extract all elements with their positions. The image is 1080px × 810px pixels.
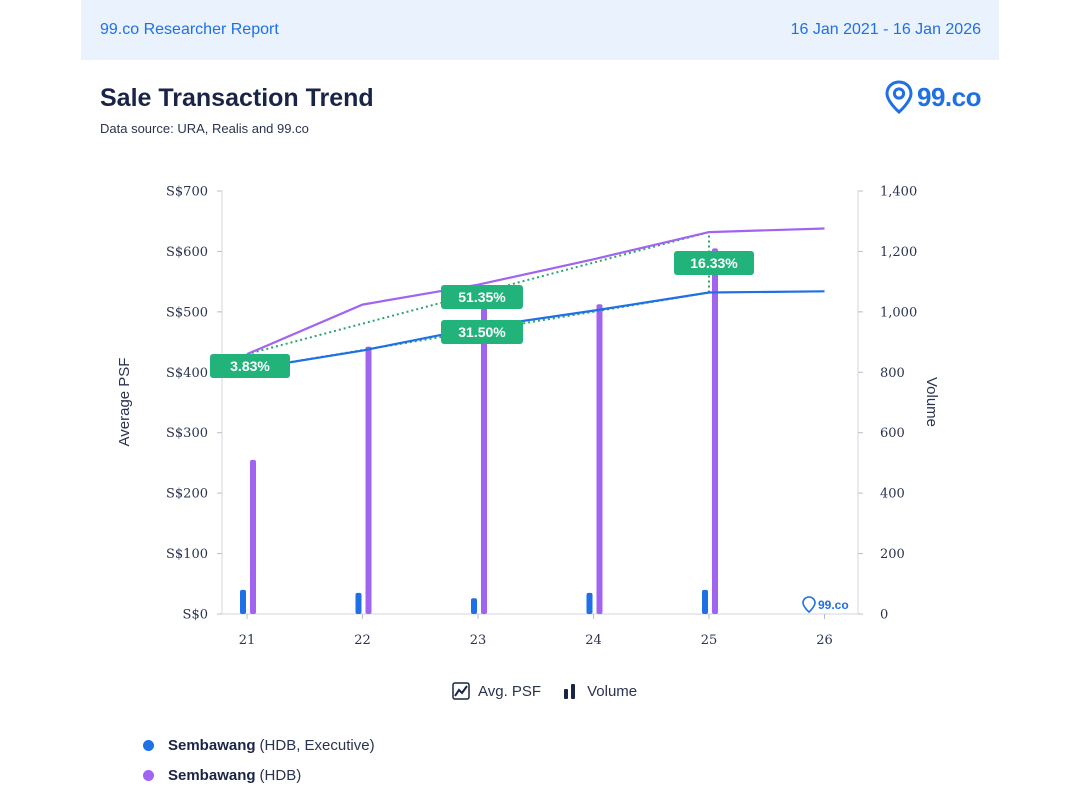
change-badge [441, 285, 523, 309]
bar-hdb [250, 459, 256, 614]
y-tick-label: S$200 [166, 487, 208, 502]
y2-tick-label: 1,000 [880, 305, 917, 320]
bar-hdb [365, 346, 372, 614]
y2-tick-label: 1,400 [880, 185, 917, 200]
bar-executive [240, 589, 246, 614]
y-tick-label: S$600 [166, 245, 208, 260]
y2-tick-label: 400 [880, 487, 905, 502]
change-badge-label: 51.35% [458, 289, 506, 305]
x-tick-label: 24 [585, 633, 602, 648]
y-tick-label: S$700 [166, 185, 208, 200]
y-tick-label: S$500 [166, 305, 208, 320]
watermark-text: 99.co [818, 598, 849, 612]
brand-logo: 99.co [885, 80, 982, 114]
legend-item-avg-psf[interactable]: Avg. PSF [452, 682, 541, 700]
bar-executive [471, 598, 477, 614]
y-tick-label: S$100 [166, 547, 208, 562]
psf-line-executive [246, 290, 825, 371]
series-name: Sembawang [168, 736, 256, 754]
series-item-executive[interactable]: Sembawang (HDB, Executive) [143, 730, 375, 760]
change-badge [674, 251, 754, 275]
change-badge [441, 320, 523, 344]
change-badge-label: 16.33% [690, 255, 738, 271]
y-tick-label: S$300 [166, 426, 208, 441]
legend-item-volume[interactable]: Volume [561, 682, 637, 700]
y2-tick-label: 800 [880, 366, 905, 381]
bar-hdb [481, 307, 487, 614]
report-date-range: 16 Jan 2021 - 16 Jan 2026 [790, 21, 981, 38]
y2-tick-label: 600 [880, 426, 905, 441]
chart-watermark: 99.co [802, 596, 849, 614]
y-tick-label: S$400 [166, 366, 208, 381]
change-badge [210, 354, 290, 378]
series-dot-hdb [143, 769, 154, 781]
y2-tick-label: 200 [880, 547, 905, 562]
x-tick-label: 26 [816, 633, 833, 648]
page-title: Sale Transaction Trend [100, 84, 374, 112]
bar-executive [702, 589, 708, 614]
report-header: 99.co Researcher Report 16 Jan 2021 - 16… [81, 0, 999, 60]
x-tick-label: 23 [470, 633, 487, 648]
y2-tick-label: 0 [880, 608, 888, 623]
series-list: Sembawang (HDB, Executive) Sembawang (HD… [143, 730, 375, 790]
y2-tick-label: 1,200 [880, 245, 917, 260]
series-name: Sembawang [168, 766, 256, 784]
x-tick-label: 25 [701, 633, 718, 648]
x-tick-label: 22 [354, 633, 371, 648]
legend-label-avg-psf: Avg. PSF [478, 682, 542, 700]
bar-executive [355, 592, 362, 614]
psf-line-hdb [246, 227, 825, 356]
location-pin-icon [885, 80, 913, 114]
legend-label-volume: Volume [587, 682, 638, 700]
data-source-text: Data source: URA, Realis and 99.co [100, 121, 309, 136]
bar-hdb [596, 304, 603, 614]
series-item-hdb[interactable]: Sembawang (HDB) [143, 760, 375, 790]
series-type: (HDB, Executive) [259, 736, 375, 754]
chart-legend: Avg. PSF Volume [452, 682, 637, 700]
series-dot-executive [143, 739, 154, 751]
bar-hdb [712, 248, 718, 614]
y-axis-title: Average PSF [116, 358, 133, 447]
report-name: 99.co Researcher Report [100, 21, 279, 38]
change-badge-label: 31.50% [458, 324, 506, 340]
change-badge-label: 3.83% [230, 358, 270, 374]
logo-text: 99.co [917, 81, 982, 112]
x-tick-label: 21 [239, 633, 256, 648]
watermark-pin-icon [802, 596, 816, 614]
series-type: (HDB) [259, 766, 302, 784]
y2-axis-title: Volume [923, 377, 940, 427]
bar-executive [586, 592, 593, 614]
y-tick-label: S$0 [183, 608, 208, 623]
line-chart-icon [452, 682, 470, 700]
bar-chart-icon [564, 684, 576, 699]
